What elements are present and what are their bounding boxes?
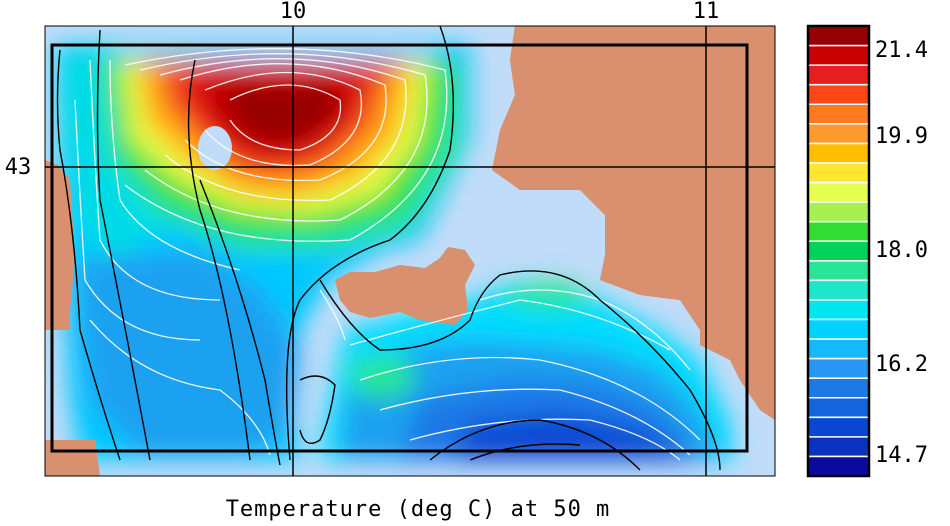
map-panel: [45, 26, 775, 476]
colorbar-swatch: [808, 241, 869, 262]
colorbar-swatch: [808, 417, 869, 438]
island: [335, 247, 475, 325]
colorbar-swatch: [808, 84, 869, 105]
colorbar-swatch: [808, 65, 869, 86]
colorbar-swatch: [808, 182, 869, 203]
colorbar-swatch: [808, 378, 869, 399]
colorbar-swatch: [808, 45, 869, 66]
colorbar-label-mid: 18.0: [875, 238, 928, 263]
colorbar-swatch: [808, 299, 869, 320]
colorbar-swatch: [808, 104, 869, 125]
colorbar-swatch: [808, 339, 869, 360]
inner-frame: [50, 43, 749, 453]
colorbar-label-low: 16.2: [875, 352, 928, 377]
map-frame: [44, 25, 776, 477]
colorbar: [808, 26, 869, 477]
bathymetry-lines: [56, 26, 721, 471]
colorbar-swatch: [808, 221, 869, 242]
graticule: [45, 26, 775, 476]
colorbar-swatch: [808, 143, 869, 164]
colorbar-swatch: [808, 260, 869, 281]
lat-label-43: 43: [5, 155, 32, 180]
colorbar-swatch: [808, 436, 869, 457]
colorbar-swatch: [808, 456, 869, 477]
colorbar-swatch: [808, 397, 869, 418]
isotherm-contours: [74, 48, 701, 461]
colorbar-frame: [806, 24, 871, 478]
colorbar-swatch: [808, 162, 869, 184]
lon-label-10: 10: [280, 0, 307, 24]
colorbar-swatch: [808, 358, 869, 379]
lon-label-11: 11: [693, 0, 720, 24]
colorbar-swatch: [808, 123, 869, 144]
east-coast-land: [492, 26, 775, 420]
map-title: Temperature (deg C) at 50 m: [226, 497, 611, 522]
colorbar-swatch: [808, 26, 869, 47]
cold-patch: [198, 126, 232, 170]
colorbar-swatch: [808, 280, 869, 301]
colorbar-label-max: 21.4: [875, 38, 928, 63]
colorbar-swatch: [808, 202, 869, 223]
colorbar-swatch: [808, 319, 869, 340]
colorbar-label-high: 19.9: [875, 124, 928, 149]
colorbar-label-min: 14.7: [875, 443, 928, 468]
